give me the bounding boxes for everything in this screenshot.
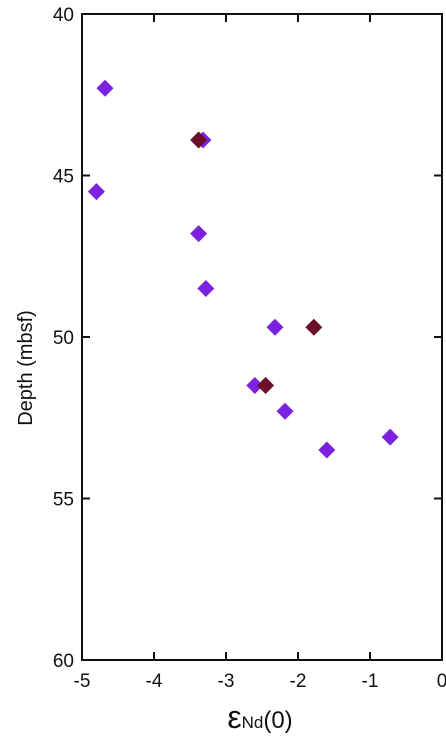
x-tick-label: -5: [74, 671, 91, 692]
diamond-point-purple: [190, 225, 208, 243]
y-tick-label: 60: [53, 651, 74, 672]
x-tick-label: -3: [218, 671, 235, 692]
plot-area-frame: [81, 13, 443, 661]
diamond-point-purple: [96, 79, 114, 97]
x-tick-label: -4: [146, 671, 163, 692]
diamond-point-maroon: [257, 376, 275, 394]
diamond-point-purple: [197, 280, 215, 298]
x-axis-label: εNd(0): [227, 699, 292, 735]
x-tick-label: 0: [437, 671, 446, 692]
y-tick-label: 55: [53, 490, 74, 511]
y-tick-label: 45: [53, 167, 74, 188]
y-tick-label: 40: [53, 5, 74, 26]
diamond-point-purple: [276, 402, 294, 420]
diamond-point-maroon: [305, 318, 323, 336]
x-axis-label-suffix: (0): [263, 707, 292, 734]
x-tick-label: -1: [362, 671, 379, 692]
diamond-point-maroon: [190, 131, 208, 149]
x-axis-label-subscript: Nd: [242, 713, 264, 732]
y-axis-label: Depth (mbsf): [15, 310, 37, 426]
x-axis-label-main: ε: [227, 699, 241, 735]
data-points: [87, 79, 399, 459]
diamond-point-purple: [266, 318, 284, 336]
diamond-point-purple: [381, 428, 399, 446]
diamond-point-purple: [318, 441, 336, 459]
y-axis-ticks: 40 45 50 55 60: [53, 5, 442, 672]
y-tick-label: 50: [53, 328, 74, 349]
diamond-point-purple: [246, 376, 264, 394]
x-tick-label: -2: [290, 671, 307, 692]
x-axis-ticks: -5 -4 -3 -2 -1 0: [74, 14, 446, 692]
diamond-point-purple: [87, 183, 105, 201]
